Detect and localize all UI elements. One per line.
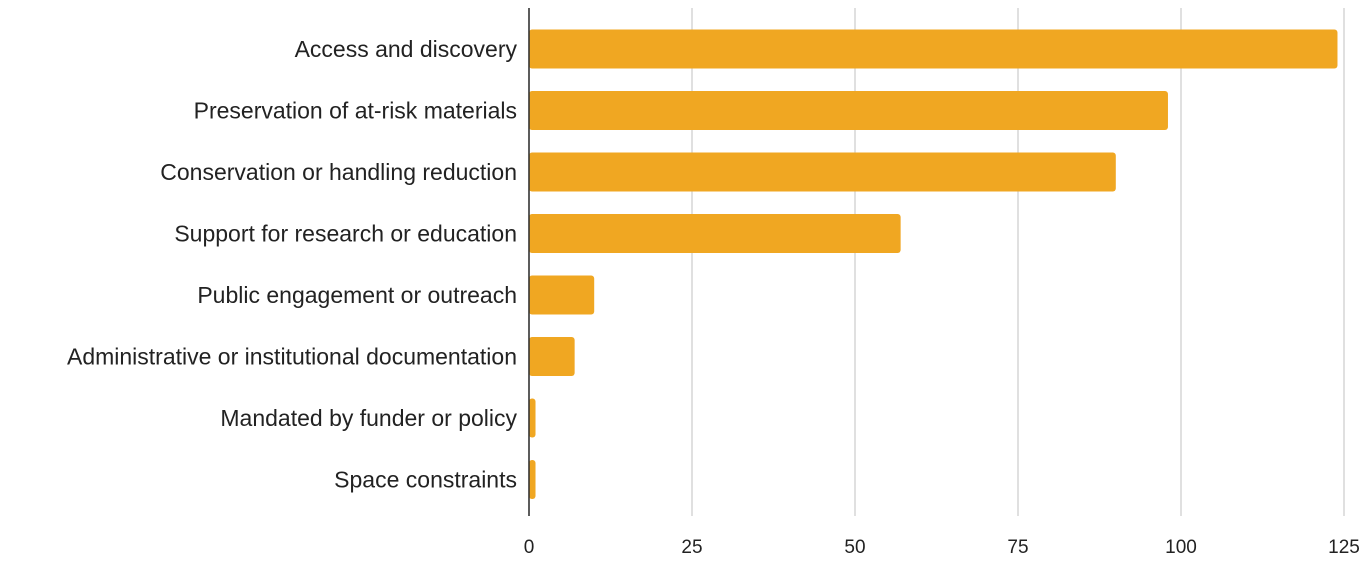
bar [529, 29, 1338, 69]
category-label: Conservation or handling reduction [160, 159, 517, 185]
category-label: Support for research or education [174, 221, 517, 247]
x-tick-label: 75 [1007, 537, 1028, 557]
x-tick-label: 100 [1165, 537, 1197, 557]
x-tick-label: 50 [844, 537, 865, 557]
bar [529, 337, 575, 376]
category-label: Public engagement or outreach [197, 282, 517, 308]
category-label: Access and discovery [295, 36, 518, 62]
x-tick-label: 0 [524, 537, 535, 557]
category-label: Mandated by funder or policy [220, 405, 517, 431]
category-labels: Access and discovery Preservation of at-r… [67, 36, 518, 493]
category-label: Preservation of at-risk materials [194, 98, 517, 124]
bars [529, 29, 1338, 499]
x-tick-label: 25 [681, 537, 702, 557]
bar [529, 275, 595, 315]
bar [529, 152, 1116, 192]
bar [529, 398, 536, 438]
bar [529, 214, 901, 253]
x-tick-label: 125 [1328, 537, 1360, 557]
gridlines [691, 8, 1345, 516]
bar [529, 91, 1168, 130]
x-tick-labels: 0 25 50 75 100 125 [524, 537, 1360, 558]
bar [529, 460, 536, 499]
category-label: Space constraints [334, 467, 517, 493]
category-label: Administrative or institutional document… [67, 344, 517, 370]
